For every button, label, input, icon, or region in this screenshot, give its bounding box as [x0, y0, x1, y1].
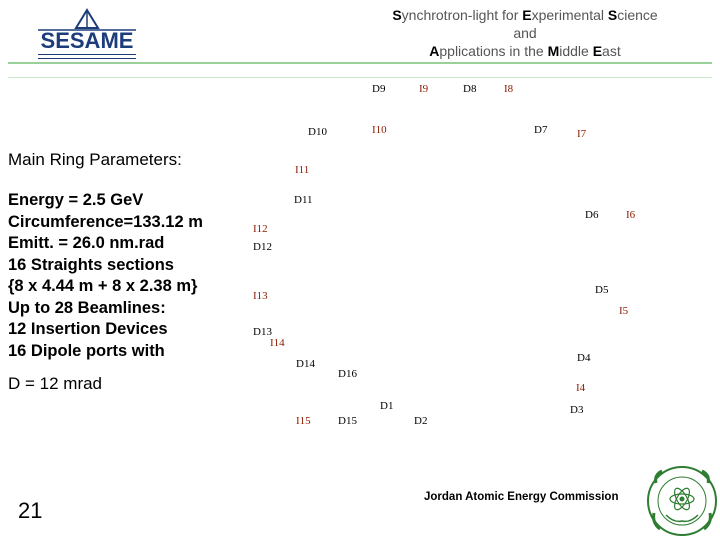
ring-label: I15 — [296, 415, 311, 427]
footer-organization: Jordan Atomic Energy Commission — [424, 491, 619, 503]
params-title: Main Ring Parameters: — [8, 150, 182, 169]
ring-label: I11 — [295, 164, 310, 176]
header: SESAME Synchrotron-light for Experimenta… — [0, 0, 720, 64]
param-line: 16 Straights sections — [8, 255, 174, 274]
header-title-line: Synchrotron-light for Experimental Scien… — [360, 6, 690, 24]
ring-label: I12 — [253, 223, 268, 235]
header-title-initial: M — [547, 43, 560, 59]
param-line: 12 Insertion Devices — [8, 320, 168, 338]
logo-underline-2 — [38, 58, 136, 59]
ring-label: D4 — [577, 352, 591, 364]
header-title-initial: E — [592, 43, 603, 59]
ring-label: D7 — [534, 124, 548, 136]
ring-label: D15 — [338, 415, 357, 427]
header-title-segment: iddle — [559, 43, 593, 59]
ring-label: I6 — [626, 209, 636, 221]
jordan-atomic-energy-seal-icon — [640, 463, 720, 540]
ring-label: D9 — [372, 83, 386, 95]
header-title-initial: E — [522, 7, 532, 23]
header-title-initial: A — [429, 43, 440, 59]
header-title-line: Applications in the Middle East — [360, 42, 690, 60]
ring-label: D12 — [253, 241, 272, 253]
ring-label: D14 — [296, 358, 315, 370]
sesame-logo: SESAME — [32, 8, 142, 60]
ring-label: I9 — [419, 83, 429, 95]
header-title-segment: xperimental — [531, 7, 608, 23]
ring-label: D13 — [253, 326, 272, 338]
ring-label: I4 — [576, 382, 586, 394]
ring-label: I13 — [253, 290, 268, 302]
sesame-logo-emblem-icon — [38, 8, 136, 31]
ring-label: I5 — [619, 305, 629, 317]
header-title-segment: pplications in the — [439, 43, 548, 59]
header-title-segment: ynchrotron-light for — [401, 7, 523, 23]
param-line: Circumference=133.12 m — [8, 212, 203, 231]
ring-label: D11 — [294, 194, 313, 206]
ring-label: D1 — [380, 400, 394, 412]
ring-label: D3 — [570, 404, 584, 416]
header-subdivider — [8, 77, 712, 78]
ring-label: D5 — [595, 284, 609, 296]
ring-label: D16 — [338, 368, 357, 380]
ring-label: I14 — [270, 337, 285, 349]
ring-label: I7 — [577, 128, 587, 140]
ring-label: D8 — [463, 83, 477, 95]
header-title-segment: and — [513, 25, 537, 41]
header-title-initial: S — [607, 7, 618, 23]
logo-underline — [38, 54, 136, 55]
ring-label: D10 — [308, 126, 327, 138]
main-ring-parameters: Main Ring Parameters: Energy = 2.5 GeV C… — [8, 150, 248, 393]
dipole-note: D = 12 mrad — [8, 374, 103, 393]
param-line: Up to 28 Beamlines: — [8, 298, 166, 317]
header-title-line: and — [360, 24, 690, 42]
param-line: {8 x 4.44 m + 8 x 2.38 m} — [8, 277, 198, 295]
ring-label: I10 — [372, 124, 387, 136]
ring-label: D6 — [585, 209, 599, 221]
page-number: 21 — [18, 498, 43, 523]
param-line: Energy = 2.5 GeV — [8, 191, 144, 209]
ring-label: D2 — [414, 415, 428, 427]
header-title-segment: cience — [617, 7, 658, 23]
header-title: Synchrotron-light for Experimental Scien… — [360, 6, 690, 60]
header-title-initial: S — [392, 7, 402, 23]
ring-label: I8 — [504, 83, 514, 95]
logo-text: SESAME — [40, 28, 134, 53]
header-divider — [8, 62, 712, 64]
param-line: Emitt. = 26.0 nm.rad — [8, 234, 165, 252]
header-title-segment: ast — [602, 43, 621, 59]
param-line: 16 Dipole ports with — [8, 341, 165, 360]
